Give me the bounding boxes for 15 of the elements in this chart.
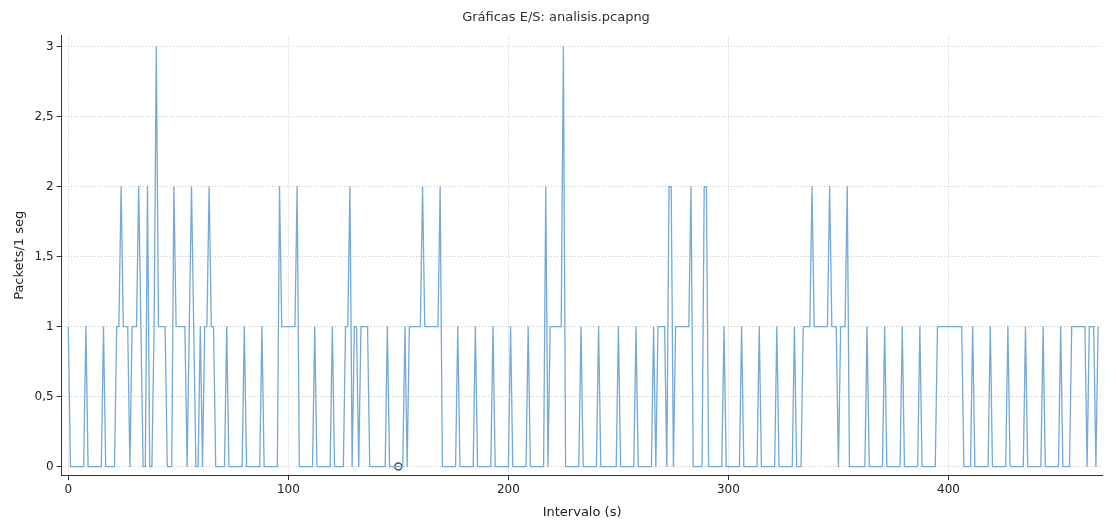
x-tick-label: 300	[716, 482, 740, 497]
y-tick-label: 0	[46, 458, 54, 473]
x-tick-label: 0	[64, 482, 73, 497]
y-axis-title: Packets/1 seg	[11, 210, 27, 300]
y-tick-label: 1,5	[34, 248, 54, 263]
y-tick-label: 3	[46, 38, 54, 53]
chart-title: Gráficas E/S: analisis.pcapng	[462, 9, 650, 25]
y-tick-label: 0,5	[34, 388, 54, 403]
y-tick-label: 2,5	[34, 108, 54, 123]
y-tick-label: 1	[46, 318, 54, 333]
y-tick-label: 2	[46, 178, 54, 193]
x-tick-label: 400	[937, 482, 960, 497]
x-axis-title: Intervalo (s)	[542, 503, 622, 519]
x-tick-label: 100	[276, 482, 300, 497]
x-tick-label: 200	[496, 482, 520, 497]
